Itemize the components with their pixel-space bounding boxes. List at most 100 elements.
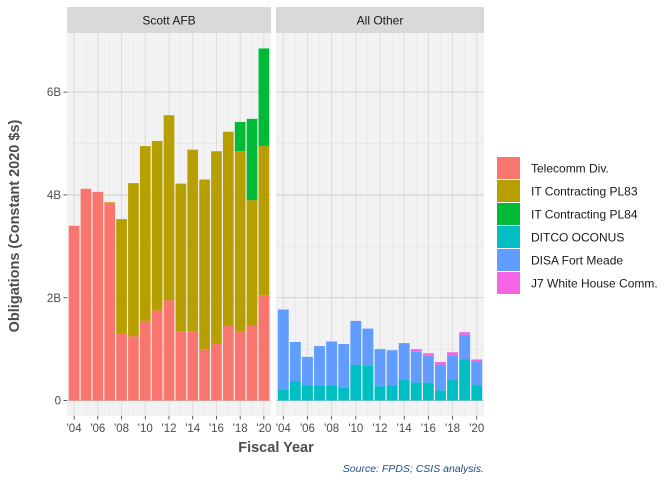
bar-scott-afb-2020-it-contracting-pl83 <box>258 146 270 296</box>
bar-scott-afb-2013-telecomm-div <box>175 331 187 401</box>
bar-all-other-2013-disa-fort-meade <box>386 350 398 386</box>
bar-all-other-2020-disa-fort-meade <box>471 362 483 386</box>
bar-all-other-2020-j7-white-house-comm <box>471 359 483 363</box>
bar-scott-afb-2010-it-contracting-pl83 <box>139 146 151 321</box>
bar-all-other-2012-disa-fort-meade <box>374 349 386 387</box>
bar-scott-afb-2014-it-contracting-pl83 <box>187 149 199 332</box>
legend-item-it-contracting-pl84: IT Contracting PL84 <box>497 203 638 225</box>
x-tick-label: '04 <box>67 423 83 435</box>
bar-all-other-2009-ditco-oconus <box>338 387 350 401</box>
bar-all-other-2014-ditco-oconus <box>398 380 410 401</box>
bar-scott-afb-2007-it-contracting-pl83 <box>104 202 116 203</box>
bar-scott-afb-2016-telecomm-div <box>211 344 222 401</box>
bar-scott-afb-2011-it-contracting-pl83 <box>151 140 163 311</box>
bar-scott-afb-2012-telecomm-div <box>163 300 175 401</box>
bar-all-other-2004-disa-fort-meade <box>277 309 289 390</box>
bar-scott-afb-2018-it-contracting-pl83 <box>234 151 246 332</box>
legend-swatch-j7-white-house-comm <box>497 272 520 294</box>
bar-all-other-2012-ditco-oconus <box>374 386 386 401</box>
bar-scott-afb-2011-telecomm-div <box>151 310 163 401</box>
x-tick-label: '08 <box>324 423 339 435</box>
bar-all-other-2008-ditco-oconus <box>326 385 338 401</box>
x-tick-label: '16 <box>209 423 224 435</box>
bar-all-other-2011-ditco-oconus <box>362 365 374 401</box>
legend-item-it-contracting-pl83: IT Contracting PL83 <box>497 180 638 202</box>
bar-all-other-2010-ditco-oconus <box>350 364 362 401</box>
legend: Telecomm Div. IT Contracting PL83 IT Contr… <box>497 157 658 294</box>
bar-all-other-2016-disa-fort-meade <box>422 355 434 383</box>
bar-all-other-2018-ditco-oconus <box>447 380 458 401</box>
bar-all-other-2017-ditco-oconus <box>435 390 446 401</box>
x-tick-label: '14 <box>185 423 201 435</box>
bar-all-other-2016-ditco-oconus <box>422 382 434 401</box>
bar-scott-afb-2019-it-contracting-pl84 <box>246 118 258 201</box>
x-tick-label: '06 <box>300 423 315 435</box>
y-tick-label: 6B <box>47 87 61 99</box>
bar-all-other-2010-disa-fort-meade <box>350 320 362 365</box>
bar-all-other-2011-disa-fort-meade <box>362 328 374 366</box>
x-axis-title: Fiscal Year <box>238 440 314 456</box>
x-tick-label: '14 <box>397 423 413 435</box>
legend-item-disa-fort-meade: DISA Fort Meade <box>497 249 623 271</box>
legend-item-ditco-oconus: DITCO OCONUS <box>497 226 624 248</box>
bar-all-other-2017-j7-white-house-comm <box>435 362 446 365</box>
bar-scott-afb-2018-it-contracting-pl84 <box>234 121 246 152</box>
strip-background-scott-afb <box>67 7 271 33</box>
x-tick-label: '18 <box>445 423 460 435</box>
bar-all-other-2013-ditco-oconus <box>386 385 398 401</box>
bar-scott-afb-2019-telecomm-div <box>246 326 258 401</box>
legend-label-ditco-oconus: DITCO OCONUS <box>531 231 624 245</box>
bar-scott-afb-2016-it-contracting-pl83 <box>211 151 222 345</box>
x-tick-label: '12 <box>373 423 388 435</box>
bar-scott-afb-2019-it-contracting-pl83 <box>246 200 258 327</box>
legend-swatch-it-contracting-pl84 <box>497 203 520 225</box>
legend-label-telecomm-div: Telecomm Div. <box>531 162 609 176</box>
bar-all-other-2014-disa-fort-meade <box>398 344 410 381</box>
bar-scott-afb-2018-telecomm-div <box>234 331 246 401</box>
facet-panel-scott-afb: Scott AFB <box>67 7 271 416</box>
bar-scott-afb-2010-telecomm-div <box>139 320 151 401</box>
x-tick-label: '08 <box>114 423 129 435</box>
bar-all-other-2016-j7-white-house-comm <box>422 353 434 356</box>
bar-all-other-2007-disa-fort-meade <box>314 346 325 386</box>
legend-swatch-it-contracting-pl83 <box>497 180 520 202</box>
bar-scott-afb-2009-telecomm-div <box>128 336 139 401</box>
bar-scott-afb-2004-telecomm-div <box>68 225 80 401</box>
x-tick-label: '16 <box>421 423 436 435</box>
bar-all-other-2020-ditco-oconus <box>471 385 483 401</box>
legend-label-j7-white-house-comm: J7 White House Comm. <box>531 277 658 291</box>
legend-label-it-contracting-pl83: IT Contracting PL83 <box>531 185 638 199</box>
bar-scott-afb-2008-telecomm-div <box>116 333 127 401</box>
bar-scott-afb-2013-it-contracting-pl83 <box>175 183 187 332</box>
bar-scott-afb-2015-it-contracting-pl83 <box>199 179 210 350</box>
bar-scott-afb-2017-telecomm-div <box>222 326 234 401</box>
y-tick-label: 2B <box>47 293 61 305</box>
x-axis-scott-afb: '04 '06 '08 '10 '12 '14 '16 '18 '20 <box>67 416 271 435</box>
bar-all-other-2019-ditco-oconus <box>459 359 471 401</box>
bars-scott-afb <box>68 48 270 401</box>
bar-all-other-2006-ditco-oconus <box>302 385 313 401</box>
bar-all-other-2014-j7-white-house-comm <box>398 342 410 345</box>
bar-all-other-2018-disa-fort-meade <box>447 355 458 381</box>
bar-all-other-2015-ditco-oconus <box>410 382 422 401</box>
bar-scott-afb-2009-it-contracting-pl83 <box>128 183 139 337</box>
bar-scott-afb-2006-telecomm-div <box>92 191 104 401</box>
bar-all-other-2018-j7-white-house-comm <box>447 352 458 356</box>
strip-background-all-other <box>276 7 484 33</box>
bar-scott-afb-2020-it-contracting-pl84 <box>258 48 270 147</box>
x-tick-label: '10 <box>138 423 153 435</box>
bar-all-other-2017-disa-fort-meade <box>435 364 446 391</box>
x-tick-label: '04 <box>276 423 292 435</box>
x-tick-label: '12 <box>162 423 177 435</box>
bar-scott-afb-2017-it-contracting-pl83 <box>222 131 234 327</box>
bar-all-other-2019-j7-white-house-comm <box>459 332 471 335</box>
bar-scott-afb-2015-telecomm-div <box>199 349 210 401</box>
bar-all-other-2015-disa-fort-meade <box>410 351 422 383</box>
legend-label-disa-fort-meade: DISA Fort Meade <box>531 254 623 268</box>
bar-all-other-2015-j7-white-house-comm <box>410 349 422 352</box>
x-tick-label: '10 <box>348 423 363 435</box>
y-axis-title: Obligations (Constant 2020 $s) <box>7 119 23 332</box>
facet-panel-all-other: All Other <box>276 7 484 416</box>
